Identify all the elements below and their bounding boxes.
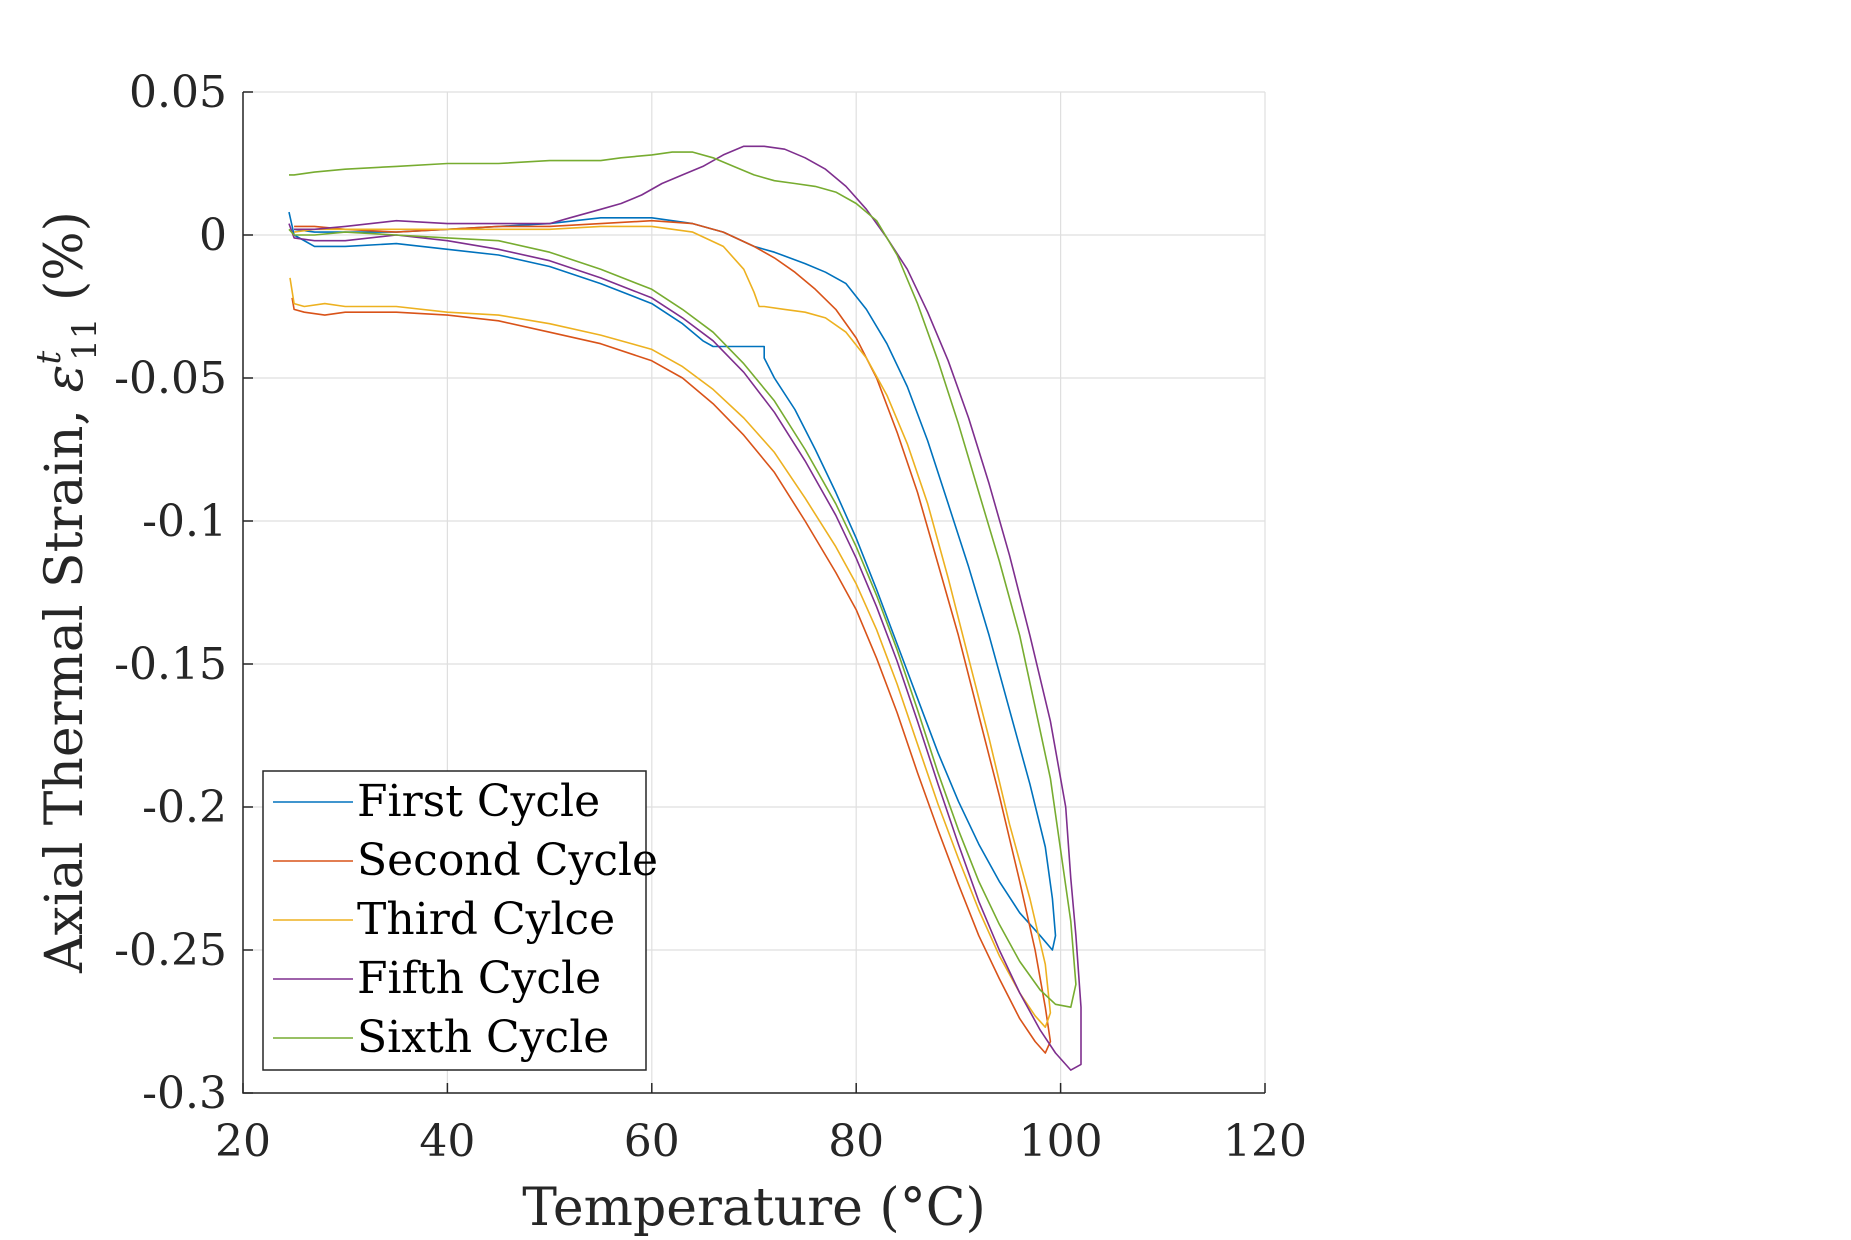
- y-tick-label: -0.05: [114, 353, 227, 404]
- legend-label-second-cycle: Second Cycle: [357, 835, 658, 886]
- legend-entry-second-cycle: Second Cycle: [273, 835, 658, 886]
- legend-label-first-cycle: First Cycle: [357, 776, 600, 827]
- x-tick-label: 20: [215, 1116, 271, 1167]
- y-axis-label-sub: 11: [65, 318, 105, 361]
- y-axis-label-prefix: Axial Thermal Strain,: [35, 392, 95, 974]
- legend-entry-first-cycle: First Cycle: [273, 776, 600, 827]
- series-line-sixth-cycle: [288, 151, 1077, 1008]
- y-tick-label: -0.2: [142, 782, 227, 833]
- legend-label-third-cycle: Third Cylce: [357, 894, 615, 945]
- series-line-second-cycle: [291, 219, 1052, 1054]
- y-axis-label-sup: t: [29, 351, 69, 365]
- legend-label-sixth-cycle: Sixth Cycle: [357, 1012, 609, 1063]
- x-tick-label: 80: [828, 1116, 884, 1167]
- legend: First Cycle Second Cycle Third Cylce Fif…: [262, 770, 658, 1071]
- y-tick-label: -0.25: [114, 925, 227, 976]
- x-tick-label: 40: [419, 1116, 475, 1167]
- y-tick-label: -0.3: [142, 1068, 227, 1119]
- legend-entry-fifth-cycle: Fifth Cycle: [273, 953, 601, 1004]
- ticks: 20 40 60 80 100 120 0.05 0 -0.05 -0.1 -0.15 -0.2 -0.…: [114, 67, 1307, 1167]
- y-tick-label: 0.05: [129, 67, 227, 118]
- y-axis-label-symbol: ε: [35, 365, 95, 393]
- series-line-fifth-cycle: [288, 145, 1082, 1071]
- y-tick-label: -0.1: [142, 496, 227, 547]
- legend-entry-sixth-cycle: Sixth Cycle: [273, 1012, 609, 1063]
- y-tick-label: 0: [199, 210, 227, 261]
- series-group: [288, 145, 1082, 1071]
- y-axis-label-suffix: (%): [35, 211, 95, 318]
- x-tick-label: 100: [1019, 1116, 1103, 1167]
- y-axis-label: Axial Thermal Strain, εt11 (%): [29, 211, 105, 974]
- x-axis-label: Temperature (°C): [522, 1178, 986, 1238]
- x-tick-label: 60: [624, 1116, 680, 1167]
- legend-label-fifth-cycle: Fifth Cycle: [357, 953, 601, 1004]
- y-tick-label: -0.15: [114, 639, 227, 690]
- series-line-third-cylce: [289, 225, 1052, 1028]
- legend-entry-third-cycle: Third Cylce: [273, 894, 615, 945]
- x-tick-label: 120: [1223, 1116, 1307, 1167]
